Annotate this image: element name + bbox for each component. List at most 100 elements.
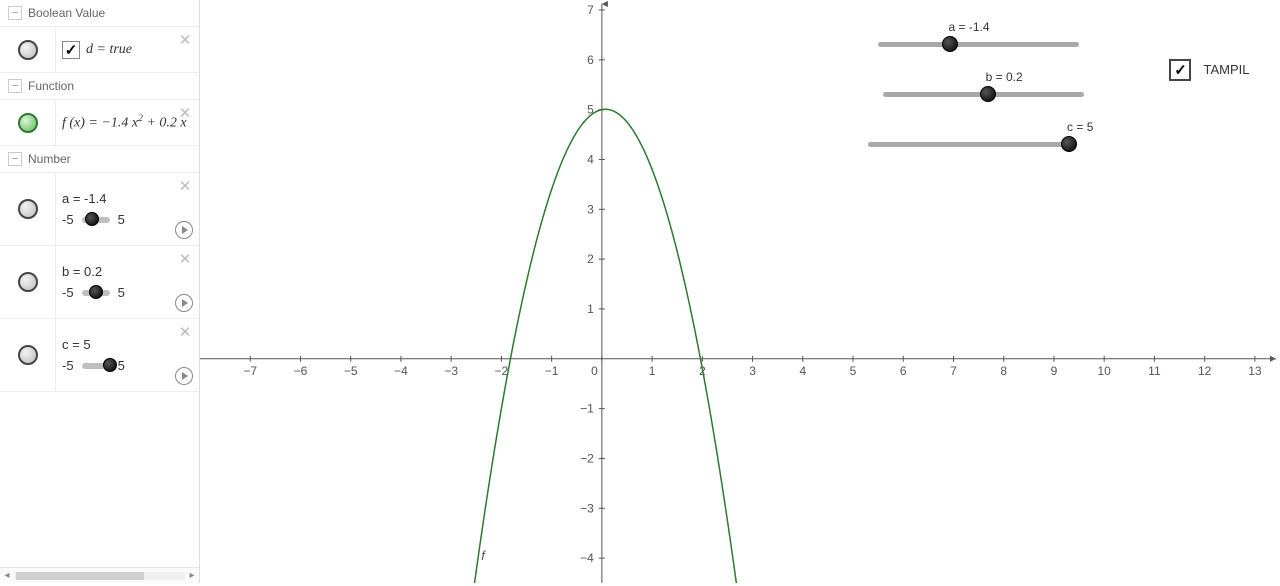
slider-min-label: -5 xyxy=(62,212,74,227)
mini-slider[interactable] xyxy=(82,290,110,296)
graphics-view[interactable]: −7−6−5−4−3−2−1012345678910111213−4−3−2−1… xyxy=(200,0,1280,583)
svg-text:12: 12 xyxy=(1198,364,1212,378)
mini-slider-line: -5 5 xyxy=(62,285,125,300)
slider-thumb[interactable] xyxy=(980,86,996,102)
svg-text:9: 9 xyxy=(1051,364,1058,378)
checkbox-icon[interactable] xyxy=(1169,59,1191,81)
slider-max-label: 5 xyxy=(118,212,125,227)
slider-thumb[interactable] xyxy=(942,36,958,52)
mini-slider[interactable] xyxy=(82,363,110,369)
svg-text:3: 3 xyxy=(749,364,756,378)
scroll-right-icon[interactable]: ▸ xyxy=(185,569,199,583)
tampil-checkbox[interactable]: TAMPIL xyxy=(1169,59,1249,81)
svg-text:−4: −4 xyxy=(580,551,594,565)
svg-text:1: 1 xyxy=(587,302,594,316)
bool-row-d[interactable]: d = true ✕ xyxy=(0,27,199,73)
close-icon[interactable]: ✕ xyxy=(177,325,193,341)
section-header-boolean[interactable]: − Boolean Value xyxy=(0,0,199,27)
svg-text:4: 4 xyxy=(799,364,806,378)
visibility-bullet[interactable] xyxy=(0,319,56,391)
svg-text:3: 3 xyxy=(587,202,594,216)
mini-slider[interactable] xyxy=(82,217,110,223)
number-row-body: b = 0.2 -5 5 ✕ xyxy=(56,246,199,318)
bullet-icon xyxy=(18,40,38,60)
slider-thumb[interactable] xyxy=(85,212,99,226)
svg-text:7: 7 xyxy=(587,3,594,17)
slider-min-label: -5 xyxy=(62,358,74,373)
svg-text:8: 8 xyxy=(1000,364,1007,378)
section-header-number[interactable]: − Number xyxy=(0,146,199,173)
func-row-body: f (x) = −1.4 x2 + 0.2 x ✕ xyxy=(56,100,199,145)
graph-slider-label-a: a = -1.4 xyxy=(948,20,989,34)
section-header-function[interactable]: − Function xyxy=(0,73,199,100)
svg-text:10: 10 xyxy=(1098,364,1112,378)
svg-text:−1: −1 xyxy=(580,402,594,416)
tampil-label: TAMPIL xyxy=(1203,62,1249,77)
func-label: f (x) = −1.4 x2 + 0.2 x xyxy=(62,113,187,132)
number-row-b[interactable]: b = 0.2 -5 5 ✕ xyxy=(0,246,199,319)
svg-text:6: 6 xyxy=(900,364,907,378)
number-row-body: a = -1.4 -5 5 ✕ xyxy=(56,173,199,245)
graph-slider-a[interactable] xyxy=(878,36,1079,54)
bullet-icon xyxy=(18,272,38,292)
visibility-bullet[interactable] xyxy=(0,100,56,145)
number-label: a = -1.4 xyxy=(62,191,106,206)
collapse-icon[interactable]: − xyxy=(8,152,22,166)
number-row-body: c = 5 -5 5 ✕ xyxy=(56,319,199,391)
slider-max-label: 5 xyxy=(118,358,125,373)
slider-min-label: -5 xyxy=(62,285,74,300)
close-icon[interactable]: ✕ xyxy=(177,33,193,49)
scrollbar-thumb[interactable] xyxy=(16,572,144,580)
algebra-sidebar: − Boolean Value d = true ✕ − Function f … xyxy=(0,0,200,583)
svg-text:f: f xyxy=(481,548,486,563)
svg-text:−3: −3 xyxy=(580,501,594,515)
play-icon[interactable] xyxy=(175,221,193,239)
play-icon[interactable] xyxy=(175,367,193,385)
close-icon[interactable]: ✕ xyxy=(177,252,193,268)
mini-slider-line: -5 5 xyxy=(62,358,125,373)
slider-thumb[interactable] xyxy=(1061,136,1077,152)
graph-slider-b[interactable] xyxy=(883,86,1084,104)
close-icon[interactable]: ✕ xyxy=(177,179,193,195)
bullet-icon xyxy=(18,199,38,219)
slider-track[interactable] xyxy=(868,142,1069,147)
number-label: b = 0.2 xyxy=(62,264,102,279)
collapse-icon[interactable]: − xyxy=(8,6,22,20)
visibility-bullet[interactable] xyxy=(0,246,56,318)
graph-slider-c[interactable] xyxy=(868,136,1069,154)
sidebar-horizontal-scrollbar[interactable]: ◂ ▸ xyxy=(0,567,199,583)
scrollbar-track[interactable] xyxy=(14,572,185,580)
bool-row-body: d = true ✕ xyxy=(56,27,199,72)
visibility-bullet[interactable] xyxy=(0,27,56,72)
graph-slider-label-b: b = 0.2 xyxy=(986,70,1023,84)
collapse-icon[interactable]: − xyxy=(8,79,22,93)
number-label: c = 5 xyxy=(62,337,91,352)
svg-text:−2: −2 xyxy=(580,451,594,465)
scroll-left-icon[interactable]: ◂ xyxy=(0,569,14,583)
slider-thumb[interactable] xyxy=(89,285,103,299)
slider-thumb[interactable] xyxy=(103,358,117,372)
bullet-icon xyxy=(18,345,38,365)
graph-slider-label-c: c = 5 xyxy=(1067,120,1093,134)
svg-text:11: 11 xyxy=(1148,364,1161,378)
visibility-bullet[interactable] xyxy=(0,173,56,245)
slider-track[interactable] xyxy=(883,92,1084,97)
play-icon[interactable] xyxy=(175,294,193,312)
slider-track[interactable] xyxy=(878,42,1079,47)
func-row-f[interactable]: f (x) = −1.4 x2 + 0.2 x ✕ xyxy=(0,100,199,146)
svg-text:−1: −1 xyxy=(545,364,559,378)
svg-text:4: 4 xyxy=(587,152,594,166)
svg-text:−4: −4 xyxy=(394,364,408,378)
bool-label: d = true xyxy=(86,42,132,58)
number-row-c[interactable]: c = 5 -5 5 ✕ xyxy=(0,319,199,392)
graph-canvas[interactable]: −7−6−5−4−3−2−1012345678910111213−4−3−2−1… xyxy=(200,0,1280,583)
number-row-a[interactable]: a = -1.4 -5 5 ✕ xyxy=(0,173,199,246)
bool-checkbox[interactable] xyxy=(62,41,80,59)
sidebar-content: − Boolean Value d = true ✕ − Function f … xyxy=(0,0,199,567)
svg-text:−6: −6 xyxy=(294,364,308,378)
svg-text:13: 13 xyxy=(1248,364,1262,378)
svg-text:−7: −7 xyxy=(243,364,257,378)
svg-text:1: 1 xyxy=(649,364,656,378)
close-icon[interactable]: ✕ xyxy=(177,106,193,122)
section-title: Function xyxy=(28,79,74,93)
